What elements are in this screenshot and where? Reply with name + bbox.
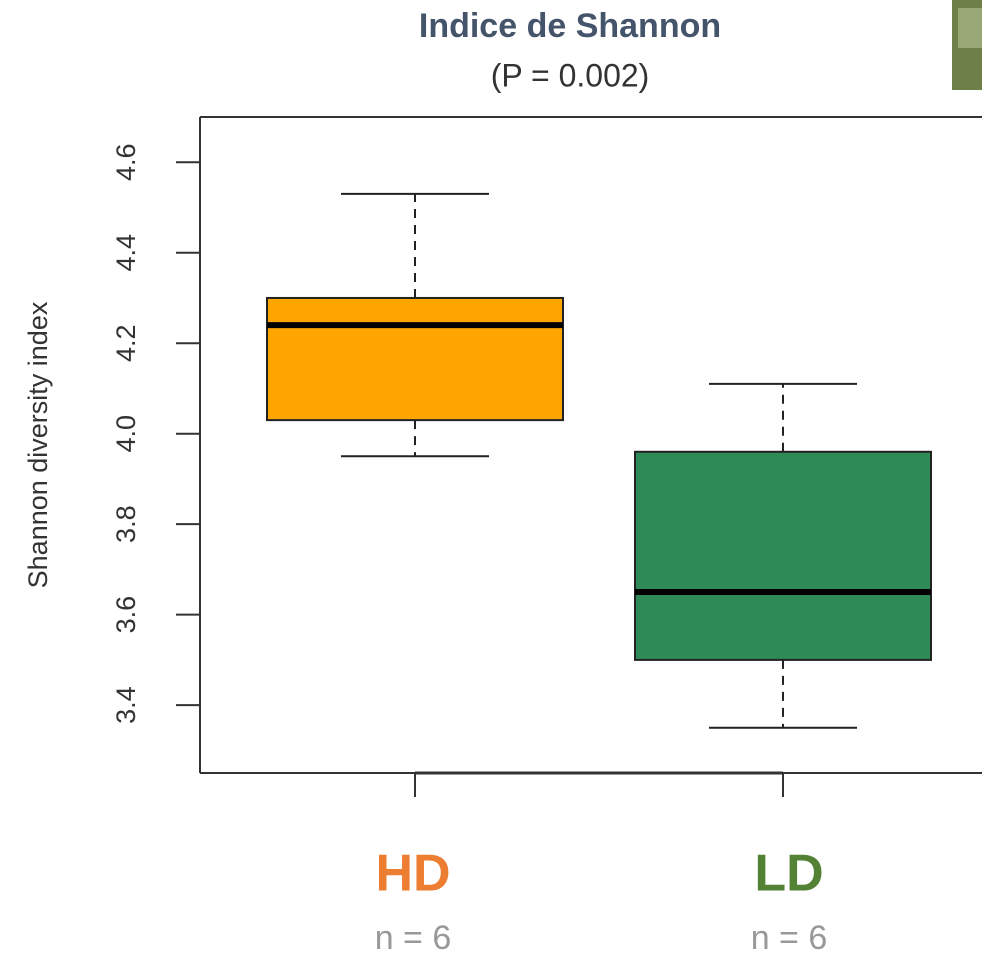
y-tick-label: 3.8	[111, 505, 141, 543]
y-tick-label: 4.0	[111, 415, 141, 453]
x-tick-label: LD	[754, 845, 823, 903]
y-tick-label: 4.4	[111, 234, 141, 272]
n-label: n = 6	[375, 919, 452, 956]
chart-subtitle: (P = 0.002)	[491, 57, 650, 93]
y-axis-label: Shannon diversity index	[23, 301, 53, 588]
y-tick-label: 4.6	[111, 143, 141, 181]
x-tick-label: HD	[375, 845, 450, 903]
box	[634, 450, 932, 661]
box	[266, 296, 564, 422]
chart-title: Indice de Shannon	[419, 7, 721, 45]
n-label: n = 6	[751, 919, 828, 956]
y-tick-label: 3.6	[111, 596, 141, 634]
y-tick-label: 3.4	[111, 686, 141, 724]
y-tick-label: 4.2	[111, 324, 141, 362]
photo-detail	[958, 8, 982, 48]
